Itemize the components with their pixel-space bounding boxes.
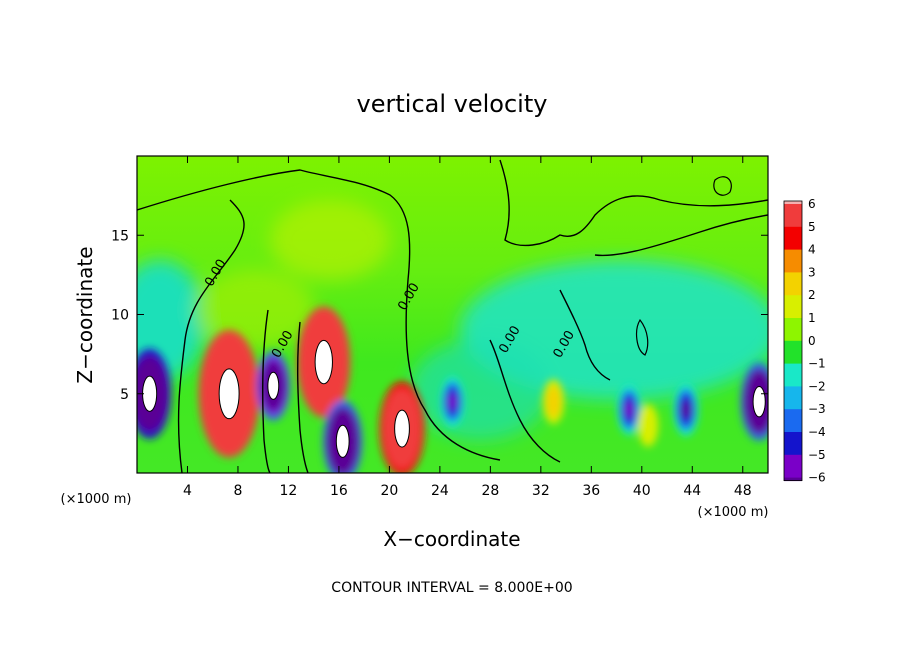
colorbar-frame [783,200,803,482]
y-tick-label: 5 [120,387,129,403]
saturated-core [267,371,280,400]
saturated-core [752,385,766,418]
x-tick-label: 4 [183,483,192,499]
colorbar-label: 4 [808,243,816,257]
x-tick-label: 40 [633,483,651,499]
colorbar-swatch [784,204,802,228]
x-tick-label: 44 [683,483,701,499]
colorbar-swatch [784,249,802,273]
contour-interval-note: CONTOUR INTERVAL = 8.000E+00 [331,580,572,596]
colorbar-label: 5 [808,220,816,234]
colorbar-label: 0 [808,334,816,348]
feature-ring [548,392,559,412]
velocity-field [137,156,768,473]
colorbar-swatch [784,409,802,433]
colorbar-swatch [784,272,802,296]
x-axis-label: X−coordinate [383,527,520,551]
colorbar-swatch [784,226,802,251]
feature-ring [625,401,634,419]
y-tick-label: 15 [111,228,129,244]
colorbar-swatch [784,432,802,456]
colorbar-swatch [784,201,802,205]
colorbar: 6 5 4 3 2 1 0 −1 −2 −3 −4 −5 −6 [783,197,826,485]
saturated-core [394,409,410,448]
colorbar-swatch [784,318,802,342]
field-feature [673,383,699,437]
colorbar-label: 1 [808,311,816,325]
colorbar-label: −1 [808,357,826,371]
y-axis: 5 10 15 [111,228,768,403]
colorbar-swatch [784,386,802,410]
colorbar-swatch [784,454,802,479]
colorbar-label: −4 [808,425,826,439]
x-tick-label: 20 [380,483,398,499]
x-axis: 4 8 12 16 20 24 28 32 36 40 44 48 [183,156,752,499]
colorbar-swatch [784,363,802,387]
colorbar-label: 3 [808,265,816,279]
y-axis-label: Z−coordinate [73,246,97,383]
field-feature [617,384,642,436]
chart-title: vertical velocity [357,90,548,118]
x-unit-label-right: (×1000 m) [698,505,769,520]
x-unit-label-left: (×1000 m) [61,492,132,507]
saturated-core [218,368,240,420]
x-tick-label: 28 [481,483,499,499]
colorbar-label: −5 [808,448,826,462]
saturated-core [314,339,333,385]
colorbar-swatch [784,340,802,365]
field-feature [542,379,565,424]
field-feature [637,404,659,447]
x-tick-label: 8 [233,483,242,499]
x-tick-label: 48 [734,483,752,499]
feature-ring [642,412,655,439]
x-tick-label: 32 [532,483,550,499]
colorbar-swatch [784,295,802,319]
colorbar-label: 6 [808,197,816,211]
x-tick-label: 16 [330,483,348,499]
field-feature [440,376,465,428]
colorbar-swatch [784,477,802,482]
colorbar-label: −3 [808,402,826,416]
saturated-core [335,424,350,458]
feature-ring [681,400,691,419]
feature-ring [448,393,457,411]
x-tick-label: 36 [582,483,600,499]
colorbar-label: −2 [808,379,826,393]
colorbar-label: 2 [808,288,816,302]
x-tick-label: 24 [431,483,449,499]
saturated-core [142,375,158,412]
colorbar-label: −6 [808,471,826,485]
y-tick-label: 10 [111,308,129,324]
zero-contours [137,159,768,473]
x-tick-label: 12 [280,483,298,499]
